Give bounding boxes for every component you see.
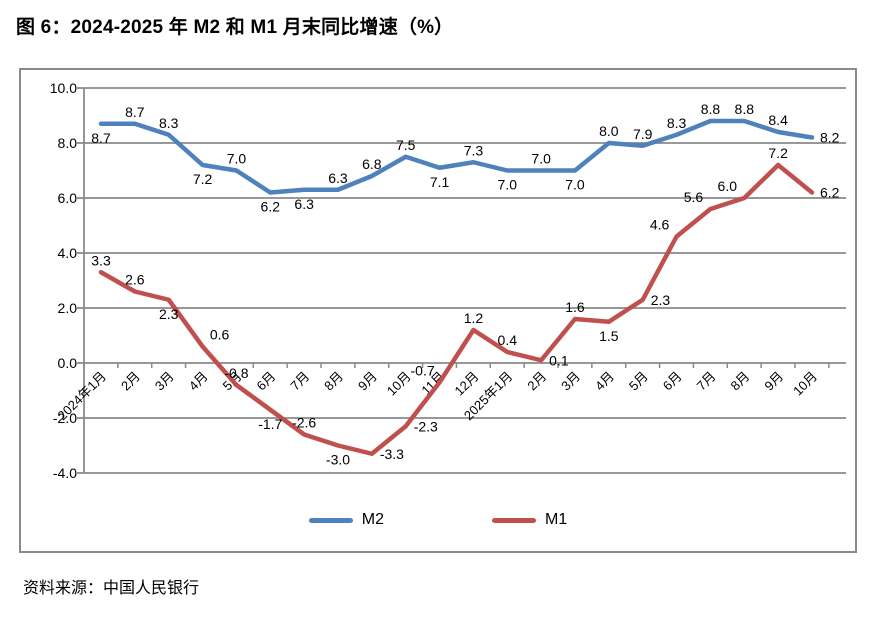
- x-tick-label: 3月: [558, 369, 583, 394]
- x-tick-label: 7月: [694, 369, 719, 394]
- x-tick-label: 2024年1月: [55, 369, 110, 424]
- m2-data-label: 7.0: [565, 177, 585, 193]
- m2-data-label: 7.0: [498, 177, 518, 193]
- legend-item-m2: M2: [308, 511, 384, 529]
- m2-data-label: 6.3: [328, 170, 348, 186]
- legend-swatch-m2: [308, 517, 353, 523]
- m2-data-label: 7.2: [193, 171, 213, 187]
- m2-data-label: 6.3: [294, 196, 314, 212]
- y-tick-label: 2.0: [58, 300, 78, 316]
- m2-data-label: 6.2: [261, 199, 281, 215]
- y-tick-label: 0.0: [58, 355, 78, 371]
- x-tick-label: 4月: [592, 369, 617, 394]
- m2-data-label: 8.3: [667, 115, 687, 131]
- m1-data-label: 0.6: [210, 327, 230, 343]
- x-tick-label: 9月: [355, 369, 380, 394]
- m1-data-label: 5.6: [684, 189, 704, 205]
- m1-data-label: -2.6: [292, 415, 316, 431]
- m2-data-label: 7.1: [430, 174, 450, 190]
- m2-data-label: 8.8: [735, 101, 755, 117]
- x-tick-label: 10月: [790, 369, 820, 399]
- x-tick-label: 6月: [660, 369, 685, 394]
- m1-data-label: 1.5: [599, 328, 619, 344]
- m2-data-label: 7.3: [464, 142, 484, 158]
- m2-data-label: 8.4: [768, 112, 788, 128]
- m2-data-label: 8.7: [91, 130, 111, 146]
- x-tick-label: 8月: [727, 369, 752, 394]
- x-tick-label: 7月: [287, 369, 312, 394]
- m2-data-label: 6.8: [362, 156, 382, 172]
- m1-data-label: 0.4: [498, 332, 518, 348]
- m1-data-label: 0.1: [549, 352, 569, 368]
- m1-data-label: -2.3: [414, 418, 438, 434]
- m1-line: [98, 162, 815, 456]
- y-tick-label: -4.0: [53, 465, 77, 481]
- m1-data-label: -1.7: [258, 416, 282, 432]
- chart-canvas: 10.0 8.0 6.0 4.0 2.0 0.0 -2.0 -4.0 2024年1月 2月 3月 4月…: [50, 80, 846, 481]
- m1-data-label: -0.7: [411, 362, 435, 378]
- m2-line: [98, 118, 815, 195]
- m2-data-label: 8.2: [820, 130, 840, 146]
- m1-data-label: 3.3: [91, 252, 111, 268]
- y-tick-label: 6.0: [58, 190, 78, 206]
- m1-data-label: 7.2: [768, 145, 788, 161]
- y-tick-label: 4.0: [58, 245, 78, 261]
- m2-data-label: 8.0: [599, 123, 619, 139]
- legend-label-m2: M2: [361, 511, 384, 528]
- m2-data-label: 7.9: [633, 126, 653, 142]
- m2-data-label: 8.7: [125, 104, 145, 120]
- x-tick-label: 10月: [384, 369, 414, 399]
- m1-data-label: 1.2: [464, 310, 484, 326]
- x-tick-label: 6月: [253, 369, 278, 394]
- m1-data-label: 6.0: [718, 178, 738, 194]
- y-tick-label: 8.0: [58, 135, 78, 151]
- x-tick-label: 9月: [761, 369, 786, 394]
- chart-legend: M2 M1: [21, 511, 855, 529]
- m1-data-label: -3.0: [326, 452, 350, 468]
- m2-data-label: 7.0: [531, 151, 551, 167]
- m2-data-label: 8.3: [159, 115, 179, 131]
- m1-data-label: 2.3: [159, 306, 179, 322]
- legend-label-m1: M1: [545, 511, 568, 528]
- legend-item-m1: M1: [492, 511, 567, 529]
- m1-data-label: 6.2: [820, 185, 840, 201]
- y-tick-label: -2.0: [53, 410, 77, 426]
- x-tick-label: 3月: [152, 369, 177, 394]
- x-tick-label: 4月: [186, 369, 211, 394]
- m1-data-label: 2.6: [125, 272, 145, 288]
- x-tick-label: 12月: [452, 369, 482, 399]
- legend-swatch-m1: [492, 517, 536, 523]
- m1-data-label: 4.6: [650, 217, 670, 233]
- m2-data-label: 7.0: [227, 151, 247, 167]
- m2-data-label: 8.8: [701, 101, 721, 117]
- m1-data-label: 1.6: [565, 299, 585, 315]
- x-tick-label: 5月: [626, 369, 651, 394]
- m1-data-label: -0.8: [224, 365, 248, 381]
- source-note: 资料来源：中国人民银行: [23, 580, 200, 597]
- x-tick-label: 8月: [321, 369, 346, 394]
- x-tick-label: 2月: [118, 369, 143, 394]
- y-tick-label: 10.0: [50, 80, 77, 96]
- m1-data-label: -3.3: [380, 446, 404, 462]
- figure-title: 图 6：2024-2025 年 M2 和 M1 月末同比增速（%）: [16, 17, 454, 38]
- x-tick-label: 2月: [524, 369, 549, 394]
- chart-frame: 10.0 8.0 6.0 4.0 2.0 0.0 -2.0 -4.0 2024年1月 2月 3月 4月…: [19, 68, 857, 553]
- m1-data-label: 2.3: [651, 292, 671, 308]
- m2-data-label: 7.5: [396, 137, 416, 153]
